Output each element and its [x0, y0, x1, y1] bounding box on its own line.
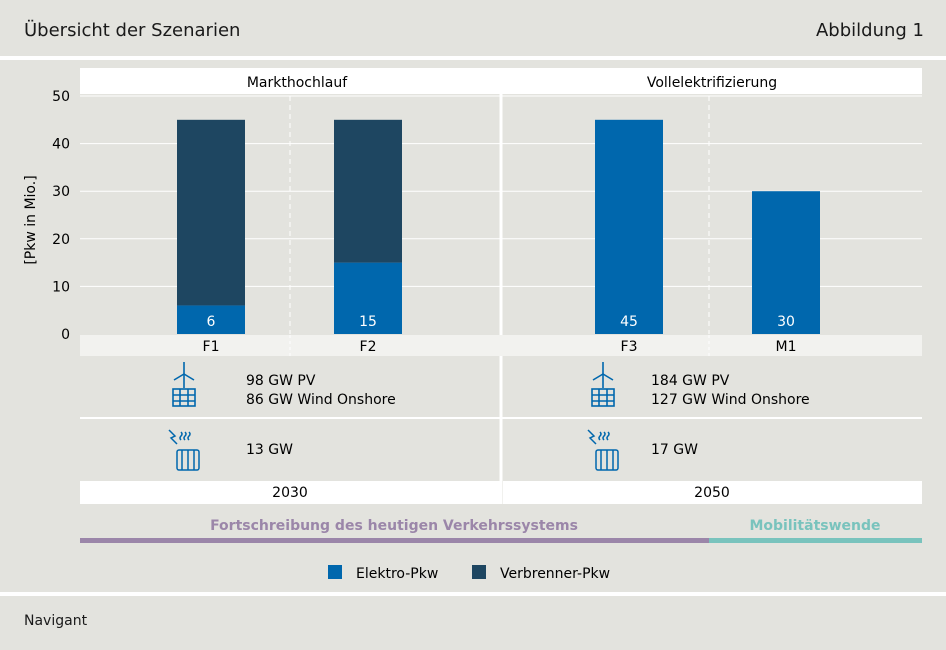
legend-label-verbrenner: Verbrenner-Pkw: [500, 566, 610, 582]
x-tick-label: M1: [776, 339, 797, 355]
wind-solar-icon: [172, 362, 196, 407]
y-tick-label: 20: [52, 232, 70, 248]
bar-verbrenner-f2: [334, 119, 402, 263]
bars: 6 15 45 30: [177, 119, 820, 334]
y-axis-label: [Pkw in Mio.]: [23, 175, 39, 264]
left-heat-text: 13 GW: [246, 442, 293, 458]
right-heat-text: 17 GW: [651, 442, 698, 458]
year-cell-left: [80, 481, 500, 504]
header-bar: Übersicht der Szenarien Abbildung 1: [0, 0, 946, 56]
bar-elektro-f1: [177, 305, 245, 334]
figure-label: Abbildung 1: [815, 20, 924, 41]
x-tick-labels: F1 F2 F3 M1: [203, 339, 797, 355]
data-label: 6: [207, 314, 216, 330]
legend-label-elektro: Elektro-Pkw: [356, 566, 438, 582]
right-pv-text: 184 GW PV: [651, 373, 730, 389]
left-wind-text: 86 GW Wind Onshore: [246, 392, 396, 408]
data-label: 45: [620, 314, 638, 330]
category-row: [80, 335, 922, 356]
y-tick-labels: 0 10 20 30 40 50: [52, 89, 70, 343]
footer-bar: Navigant: [0, 596, 946, 650]
legend-swatch-elektro: [328, 565, 342, 579]
left-pv-text: 98 GW PV: [246, 373, 316, 389]
y-tick-label: 50: [52, 89, 70, 105]
panel-title-markthochlauf: Markthochlauf: [247, 75, 348, 91]
year-label-2030: 2030: [272, 485, 308, 501]
timeline-bar-right: [709, 538, 922, 543]
x-tick-label: F2: [360, 339, 377, 355]
y-tick-label: 30: [52, 184, 70, 200]
year-label-2050: 2050: [694, 485, 730, 501]
y-tick-label: 40: [52, 137, 70, 153]
bar-elektro-f2: [334, 262, 402, 334]
wind-solar-icon: [591, 362, 615, 407]
bar-verbrenner-f1: [177, 119, 245, 306]
source-label: Navigant: [24, 613, 88, 629]
timeline-label-right: Mobilitätswende: [749, 518, 880, 534]
y-tick-label: 0: [61, 327, 70, 343]
y-tick-label: 10: [52, 279, 70, 295]
data-label: 15: [359, 314, 377, 330]
timeline-bar-left: [80, 538, 709, 543]
panel-title-vollelektrifizierung: Vollelektrifizierung: [647, 75, 777, 91]
heating-radiator-icon: [587, 429, 619, 471]
heating-radiator-icon: [168, 429, 200, 471]
data-label: 30: [777, 314, 795, 330]
x-tick-label: F3: [621, 339, 638, 355]
legend-swatch-verbrenner: [472, 565, 486, 579]
bar-elektro-f3: [595, 119, 663, 334]
year-cell-right: [503, 481, 922, 504]
bar-elektro-m1: [752, 191, 820, 334]
right-wind-text: 127 GW Wind Onshore: [651, 392, 810, 408]
x-tick-label: F1: [203, 339, 220, 355]
timeline-label-left: Fortschreibung des heutigen Verkehrssyst…: [210, 518, 578, 534]
chart-title: Übersicht der Szenarien: [24, 20, 241, 41]
